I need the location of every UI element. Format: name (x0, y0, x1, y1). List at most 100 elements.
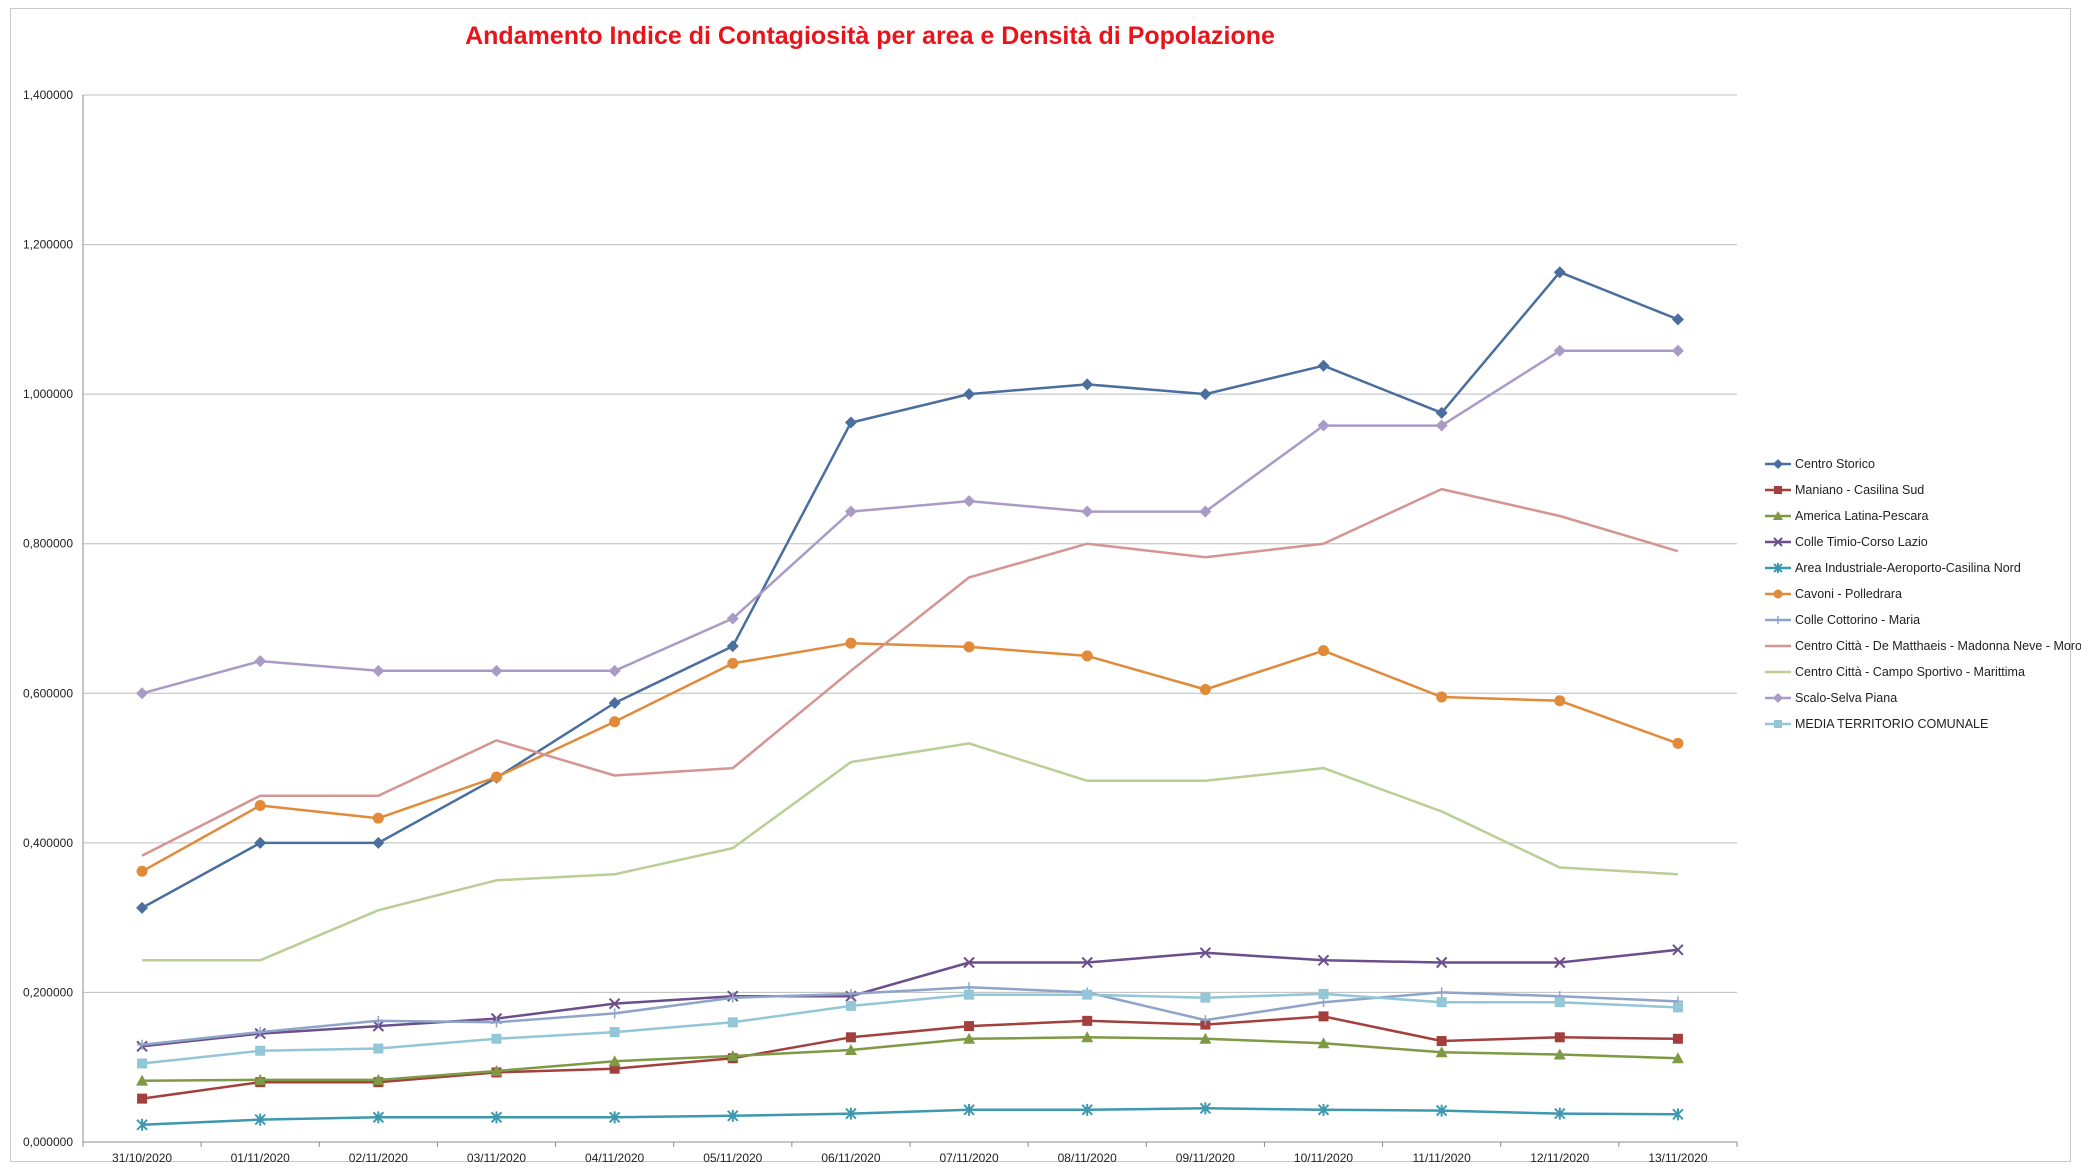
legend-item: MEDIA TERRITORIO COMUNALE (1765, 717, 1988, 731)
data-point (1199, 947, 1212, 959)
data-point (1773, 537, 1783, 547)
data-point (1672, 1002, 1683, 1013)
legend-label: Centro Città - Campo Sportivo - Marittim… (1795, 665, 2025, 679)
data-point (1081, 956, 1093, 969)
data-point (255, 1045, 266, 1056)
series-1 (137, 1011, 1683, 1104)
y-tick-label: 0,200000 (23, 985, 73, 999)
data-point (1200, 1015, 1211, 1026)
data-point (963, 641, 975, 653)
data-point (1774, 720, 1782, 728)
data-point (1773, 693, 1783, 703)
y-tick-label: 0,400000 (23, 836, 73, 850)
series-0 (136, 266, 1684, 914)
data-point (1554, 997, 1565, 1008)
y-tick-label: 0,600000 (23, 686, 73, 700)
series-line (141, 985, 1678, 1047)
data-point (136, 1074, 149, 1086)
legend-item: Maniano - Casilina Sud (1765, 483, 1924, 497)
data-point (1554, 1032, 1565, 1043)
data-point (845, 1107, 857, 1120)
data-point (254, 655, 267, 668)
series-line (142, 742, 1678, 962)
legend-label: Colle Timio-Corso Lazio (1795, 535, 1928, 549)
data-point (1199, 1032, 1212, 1044)
x-tick-label: 01/11/2020 (231, 1151, 290, 1165)
data-point (1435, 406, 1448, 419)
data-point (490, 1064, 503, 1076)
x-tick-label: 31/10/2020 (112, 1151, 172, 1165)
series-line (141, 641, 1679, 873)
data-point (727, 657, 739, 669)
data-point (1773, 563, 1783, 573)
x-tick-label: 02/11/2020 (349, 1151, 408, 1165)
y-tick-label: 0,800000 (23, 537, 73, 551)
data-point (1554, 1107, 1566, 1120)
data-point (1317, 1103, 1330, 1116)
series-line (142, 1107, 1678, 1127)
series-line (141, 487, 1679, 857)
data-point (1081, 650, 1093, 662)
data-point (845, 988, 856, 999)
series-line (141, 948, 1679, 1048)
data-point (1671, 344, 1684, 357)
x-tick-label: 06/11/2020 (821, 1151, 880, 1165)
data-point (1672, 1108, 1684, 1121)
x-tick-label: 03/11/2020 (467, 1151, 526, 1165)
series-lines (136, 266, 1684, 1131)
data-point (1774, 616, 1782, 624)
data-point (1317, 1037, 1330, 1049)
data-point (1199, 1102, 1212, 1115)
chart-frame (10, 8, 2071, 1162)
legend-label: America Latina-Pescara (1795, 509, 1928, 523)
data-point (1317, 419, 1330, 432)
series-line (141, 349, 1678, 695)
legend-item: Centro Storico (1765, 457, 1875, 471)
x-tick-label: 11/11/2020 (1413, 1151, 1472, 1165)
series-8 (142, 742, 1678, 962)
data-point (136, 901, 149, 914)
data-point (1554, 695, 1566, 707)
data-point (373, 1043, 384, 1054)
data-point (1672, 1033, 1683, 1044)
data-point (1082, 1015, 1093, 1026)
data-point (1553, 344, 1566, 357)
data-point (608, 1111, 621, 1124)
data-point (964, 1021, 975, 1032)
data-point (963, 956, 975, 969)
data-point (1773, 511, 1783, 520)
data-point (1554, 956, 1566, 969)
legend-item: Scalo-Selva Piana (1765, 691, 1897, 705)
legend-label: MEDIA TERRITORIO COMUNALE (1795, 717, 1988, 731)
series-line (141, 992, 1678, 1065)
data-point (491, 771, 502, 783)
series-2 (136, 1031, 1684, 1086)
data-point (136, 865, 148, 877)
data-point (254, 836, 267, 849)
chart-title: Andamento Indice di Contagiosità per are… (465, 22, 1275, 50)
legend-label: Scalo-Selva Piana (1795, 691, 1897, 705)
data-point (727, 992, 738, 1003)
y-tick-label: 1,200000 (23, 238, 73, 252)
data-point (844, 1044, 857, 1056)
data-point (255, 1027, 266, 1038)
data-point (136, 1118, 148, 1131)
data-point (1435, 956, 1448, 969)
legend-label: Area Industriale-Aeroporto-Casilina Nord (1795, 561, 2021, 575)
data-point (490, 1111, 503, 1124)
series-line (141, 1015, 1678, 1100)
legend-item: Cavoni - Polledrara (1765, 587, 1902, 601)
data-point (1553, 266, 1566, 279)
data-point (727, 1017, 738, 1028)
data-point (1436, 1036, 1447, 1047)
data-point (136, 687, 149, 700)
data-point (963, 495, 976, 508)
data-point (963, 1032, 976, 1044)
data-point (1773, 589, 1783, 599)
data-point (372, 664, 385, 677)
data-point (1082, 989, 1093, 1000)
data-point (1773, 459, 1783, 469)
data-point (1317, 359, 1330, 372)
data-point (137, 1039, 148, 1050)
